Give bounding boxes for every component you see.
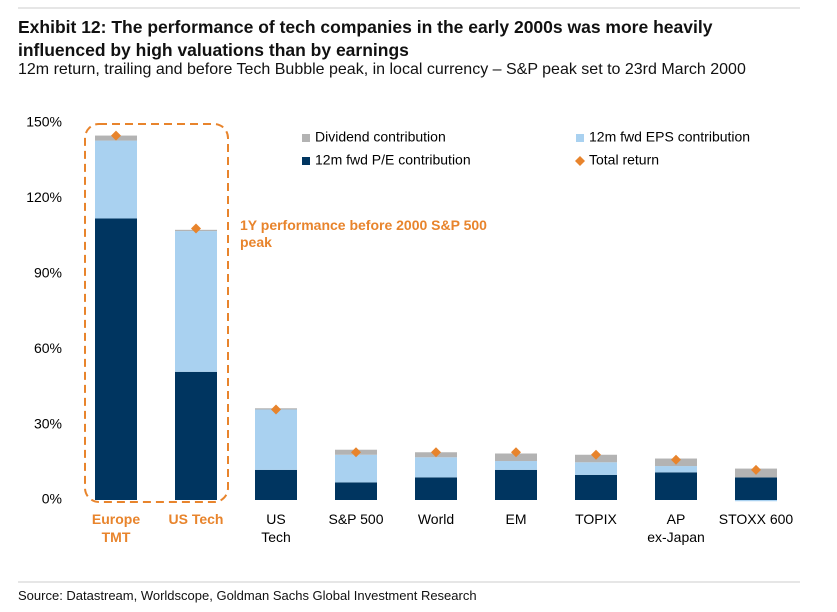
legend-swatch: [576, 134, 584, 142]
total-marker: [191, 223, 201, 234]
bar-segment: [95, 140, 137, 219]
legend-label: 12m fwd P/E contribution: [315, 152, 471, 168]
annotation: 1Y performance before 2000 S&P 500 peak: [240, 217, 487, 250]
total-marker: [671, 454, 681, 465]
bar-segment: [175, 231, 217, 372]
total-marker: [351, 447, 361, 458]
total-marker: [111, 130, 121, 141]
chart-title: Exhibit 12: The performance of tech comp…: [18, 17, 713, 60]
y-tick-label: 60%: [34, 340, 62, 356]
total-marker: [751, 464, 761, 475]
x-tick-label: STOXX 600: [718, 511, 794, 527]
y-tick-label: 30%: [34, 415, 62, 431]
y-tick-label: 120%: [26, 189, 62, 205]
bar-segment: [655, 472, 697, 500]
x-tick-label: US Tech: [261, 511, 291, 545]
total-marker: [511, 447, 521, 458]
x-tick-label: TOPIX: [575, 511, 617, 527]
y-tick-label: 150%: [26, 114, 62, 130]
bar-segment: [415, 457, 457, 478]
x-tick-label: US Tech: [168, 511, 224, 527]
legend-swatch: [302, 157, 310, 165]
highlight-box: [84, 123, 229, 503]
bar-segment: [495, 461, 537, 470]
total-marker: [271, 404, 281, 415]
bar-segment: [735, 477, 777, 500]
legend-label: Total return: [589, 152, 659, 168]
bar-segment: [415, 477, 457, 500]
y-tick-label: 90%: [34, 265, 62, 281]
bar-segment: [575, 462, 617, 475]
bar-segment: [95, 218, 137, 501]
bar-segment: [335, 454, 377, 483]
bar-segment: [335, 482, 377, 500]
bar-segment: [255, 409, 297, 470]
x-tick-label: Europe TMT: [91, 511, 141, 545]
total-marker: [591, 449, 601, 460]
x-tick-label: AP ex-Japan: [647, 511, 705, 545]
bar-segment: [495, 453, 537, 462]
bar-segment: [575, 474, 617, 500]
legend-marker: [575, 156, 585, 166]
legend-swatch: [302, 134, 310, 142]
legend-label: 12m fwd EPS contribution: [589, 129, 750, 145]
bar-segment: [735, 500, 777, 502]
total-marker: [431, 447, 441, 458]
x-tick-label: World: [417, 511, 455, 527]
x-tick-label: S&P 500: [328, 511, 384, 527]
chart-subtitle: 12m return, trailing and before Tech Bub…: [18, 61, 746, 78]
source-note: Source: Datastream, Worldscope, Goldman …: [18, 588, 477, 603]
bar-segment: [175, 371, 217, 500]
legend-label: Dividend contribution: [315, 129, 446, 145]
bar-segment: [495, 469, 537, 500]
x-tick-label: EM: [505, 511, 527, 527]
y-tick-label: 0%: [42, 491, 62, 507]
bar-segment: [255, 469, 297, 500]
bar-segment: [655, 466, 697, 473]
